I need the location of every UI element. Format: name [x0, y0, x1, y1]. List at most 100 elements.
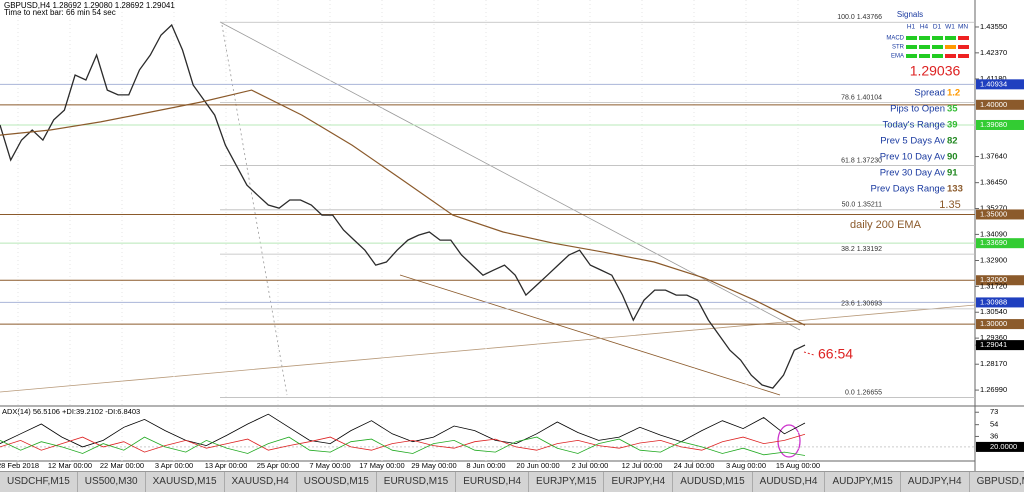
price-box — [976, 119, 1024, 130]
chart-title: GBPUSD,H4 1.28692 1.29080 1.28692 1.2904… — [4, 1, 175, 10]
fib-label: 78.6 1.40104 — [841, 94, 882, 101]
x-tick-label: 13 Apr 00:00 — [205, 461, 248, 470]
x-tick-label: 2 Jul 00:00 — [572, 461, 609, 470]
trend-line — [219, 21, 801, 331]
price-box — [976, 238, 1024, 249]
price-box — [976, 275, 1024, 286]
y-tick-label: 1.40934 — [980, 79, 1007, 88]
signal-box — [906, 45, 917, 49]
info-label: Pips to Open — [890, 104, 945, 115]
fib-label: 23.6 1.30693 — [841, 301, 882, 308]
ema-line — [0, 89, 806, 326]
signal-column: MN — [958, 24, 968, 31]
trend-line — [399, 274, 781, 396]
fib-label: 50.0 1.35211 — [842, 202, 882, 209]
tab[interactable]: EURJPY,M15 — [529, 472, 605, 492]
info-value: 82 — [947, 136, 958, 147]
tab-bar: USDCHF,M15 US500,M30 XAUUSD,M15 XAUUSD,H4 US… — [0, 471, 1024, 492]
signal-box — [945, 54, 956, 58]
fib-label: 61.8 1.37230 — [841, 157, 882, 164]
indicator-line — [0, 436, 806, 456]
y-tick-label: 1.30988 — [980, 297, 1007, 306]
signal-box — [906, 54, 917, 58]
timer-arrow — [803, 351, 815, 356]
ema-label: daily 200 EMA — [850, 219, 922, 231]
info-value: 1.2 — [947, 88, 960, 99]
price-box — [976, 319, 1024, 330]
y-tick-label: 20.0000 — [990, 442, 1017, 451]
signal-row: STR — [892, 45, 905, 51]
x-tick-label: 7 May 00:00 — [309, 461, 350, 470]
signal-box — [932, 45, 943, 49]
info-value: 39 — [947, 120, 958, 131]
y-tick-label: 73 — [990, 407, 998, 416]
y-tick-label: 1.42370 — [980, 48, 1007, 57]
signal-box — [932, 54, 943, 58]
y-tick-label: 1.32900 — [980, 255, 1007, 264]
indicator-title: ADX(14) 56.5106 +DI:39.2102 -DI:6.8403 — [2, 407, 140, 416]
signal-box — [945, 45, 956, 49]
tab[interactable]: AUDUSD,M15 — [673, 472, 753, 492]
y-tick-label: 1.34090 — [980, 229, 1007, 238]
x-tick-label: 12 Mar 00:00 — [48, 461, 92, 470]
x-tick-label: 20 Jun 00:00 — [516, 461, 559, 470]
y-tick-label: 54 — [990, 420, 998, 429]
chart-subtitle: Time to next bar: 66 min 54 sec — [4, 8, 116, 17]
y-tick-label: 1.30540 — [980, 307, 1007, 316]
x-tick-label: 28 Feb 2018 — [0, 461, 39, 470]
signals-title: Signals — [897, 10, 923, 19]
x-tick-label: 29 May 00:00 — [411, 461, 456, 470]
indicator-line — [0, 433, 806, 453]
price-box — [976, 99, 1024, 110]
tab[interactable]: EURUSD,H4 — [456, 472, 530, 492]
info-value: 90 — [947, 152, 958, 163]
signal-column: D1 — [933, 24, 942, 31]
tab[interactable]: AUDJPY,H4 — [901, 472, 970, 492]
tab[interactable]: USDCHF,M15 — [0, 472, 78, 492]
tab[interactable]: US500,M30 — [78, 472, 146, 492]
signal-row: EMA — [891, 54, 904, 60]
level-note: 1.35 — [939, 199, 960, 211]
info-value: 133 — [947, 184, 963, 195]
trend-line — [0, 304, 976, 393]
info-value: 35 — [947, 104, 958, 115]
signal-box — [945, 36, 956, 40]
tab[interactable]: GBPUSD,M15 — [970, 472, 1024, 492]
x-tick-label: 22 Mar 00:00 — [100, 461, 144, 470]
signal-row: MACD — [886, 36, 904, 42]
price-box — [976, 209, 1024, 220]
x-tick-label: 3 Aug 00:00 — [726, 461, 766, 470]
tab[interactable]: AUDJPY,M15 — [825, 472, 901, 492]
fib-label: 100.0 1.43766 — [837, 14, 882, 21]
price-box — [976, 79, 1024, 90]
signal-box — [932, 36, 943, 40]
tab[interactable]: XAUUSD,H4 — [225, 472, 297, 492]
background — [0, 0, 1024, 471]
signal-column: H1 — [907, 24, 916, 31]
chart: GBPUSD,H4 1.28692 1.29080 1.28692 1.2904… — [0, 0, 1024, 471]
x-tick-label: 24 Jul 00:00 — [674, 461, 715, 470]
tab[interactable]: EURUSD,M15 — [377, 472, 457, 492]
indicator-line — [0, 413, 806, 448]
y-tick-label: 1.30000 — [980, 319, 1007, 328]
info-label: Prev Days Range — [871, 184, 945, 195]
y-tick-label: 1.29360 — [980, 333, 1007, 342]
y-tick-label: 1.31720 — [980, 281, 1007, 290]
y-tick-label: 1.37640 — [980, 152, 1007, 161]
tab[interactable]: EURJPY,H4 — [604, 472, 674, 492]
price-box — [976, 297, 1024, 308]
fib-label: 38.2 1.33192 — [841, 246, 882, 253]
y-tick-label: 1.35000 — [980, 209, 1007, 218]
y-tick-label: 1.26990 — [980, 385, 1007, 394]
price-line — [0, 23, 806, 389]
info-label: Spread — [914, 88, 945, 99]
tab[interactable]: USOUSD,M15 — [297, 472, 377, 492]
tab[interactable]: XAUUSD,M15 — [146, 472, 225, 492]
current-price: 1.29036 — [910, 63, 961, 79]
tab[interactable]: AUDUSD,H4 — [753, 472, 826, 492]
x-tick-label: 3 Apr 00:00 — [155, 461, 193, 470]
signal-box — [958, 54, 969, 58]
fib-label: 0.0 1.26655 — [845, 389, 882, 396]
y-tick-label: 1.28170 — [980, 359, 1007, 368]
